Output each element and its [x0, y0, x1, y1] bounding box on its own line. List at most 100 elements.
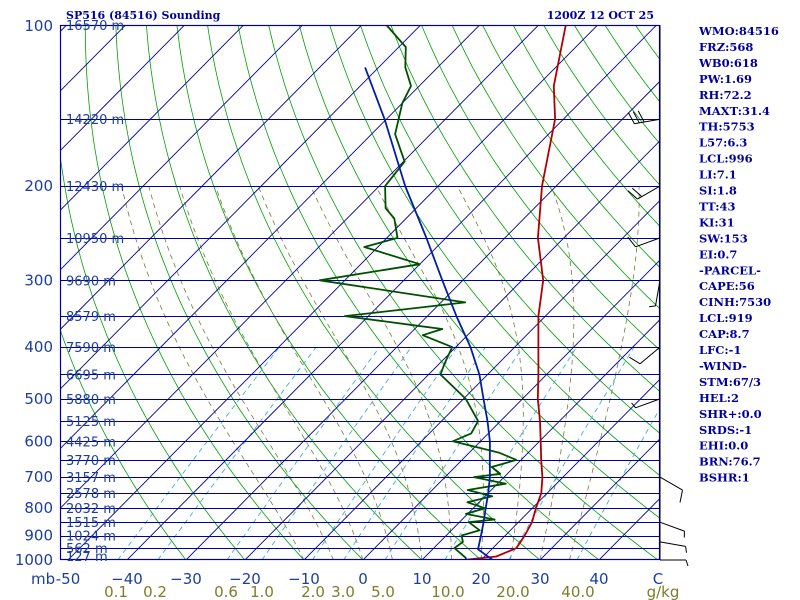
isotherm [0, 13, 19, 571]
wind-barb-flag [627, 112, 635, 124]
wind-barb [627, 236, 661, 248]
parcel-line [364, 67, 494, 560]
temperature-tick-label: −10 [288, 570, 320, 588]
temperature-tick-label: -50 [56, 570, 81, 588]
isotherm [60, 25, 245, 212]
mixing-ratio-label: 1.0 [250, 583, 274, 600]
index-line: RH:72.2 [699, 88, 752, 102]
pressure-label-300: 300 [24, 271, 53, 289]
pressure-label-600: 600 [24, 432, 53, 450]
wind-barb-halfflag [649, 305, 656, 308]
dry-adiabat [207, 25, 541, 560]
temperature-tick-label: −20 [229, 570, 261, 588]
height-label: 2032 m [66, 502, 116, 517]
height-label: 1024 m [66, 530, 116, 545]
wind-barb-staff [634, 118, 661, 125]
index-line: LI:7.1 [699, 168, 737, 182]
wind-barb [627, 185, 661, 200]
index-line: EHI:0.0 [699, 439, 748, 453]
wind-barb-staff [635, 237, 661, 248]
index-line: WMO:84516 [698, 24, 779, 38]
height-label: 10950 m [66, 232, 124, 247]
wind-barb-flag [629, 356, 641, 365]
wind-barb [659, 541, 687, 553]
index-line: LCL:996 [699, 152, 753, 166]
dry-adiabat [788, 25, 800, 571]
axis-unit-mb: mb [31, 570, 55, 588]
index-line: HEL:2 [699, 391, 739, 405]
wind-barb-staff [655, 280, 661, 306]
height-label: 8579 m [66, 310, 116, 325]
sounding-time: 1200Z 12 OCT 25 [547, 9, 654, 22]
mixing-ratio-label: 5.0 [371, 583, 395, 600]
index-line: CAP:8.7 [699, 327, 750, 341]
wind-barb [659, 476, 683, 503]
height-label: 5125 m [66, 415, 116, 430]
index-line: BSHR:1 [699, 471, 750, 485]
height-label: 3157 m [66, 471, 116, 486]
dry-adiabat [421, 25, 660, 351]
dry-adiabat [60, 327, 187, 560]
moist-adiabat [569, 186, 640, 560]
temperature-tick-label: −30 [170, 570, 202, 588]
wind-barb [659, 521, 685, 538]
pressure-label-200: 200 [24, 177, 53, 195]
height-label: 6695 m [66, 369, 116, 384]
pressure-label-500: 500 [24, 390, 53, 408]
index-line: BRN:76.7 [699, 455, 761, 469]
mixing-ratio-label: 0.1 [104, 583, 128, 600]
pressure-label-1000: 1000 [15, 551, 53, 569]
mixing-ratio-label: 2.0 [301, 583, 325, 600]
dry-adiabat [60, 150, 246, 560]
wind-barb [627, 110, 661, 125]
temperature-tick-label: 0 [358, 570, 368, 588]
dry-adiabat [298, 25, 660, 519]
isotherm [67, 25, 599, 560]
pressure-label-100: 100 [24, 17, 53, 35]
height-label: 5880 m [66, 393, 116, 408]
height-label: 9690 m [66, 274, 116, 289]
isotherm [60, 25, 481, 450]
mixing-ratio-label: 40.0 [561, 583, 594, 600]
mixing-ratio-line [384, 346, 524, 560]
dry-adiabat [146, 25, 423, 560]
index-line: -PARCEL- [699, 263, 761, 277]
mixing-ratio-label: g/kg [647, 583, 680, 600]
isotherm [539, 438, 660, 560]
index-line: PW:1.69 [699, 72, 752, 86]
index-line: TH:5753 [699, 120, 755, 134]
wind-barb [631, 398, 661, 409]
isotherm [303, 199, 660, 560]
index-line: MAXT:31.4 [699, 104, 770, 118]
index-line: LCL:919 [699, 311, 753, 325]
isotherm [421, 318, 660, 560]
mixing-ratio-line [508, 346, 635, 560]
index-line: -WIND- [699, 359, 747, 373]
wind-barb-flag [631, 187, 643, 197]
isotherm [244, 140, 660, 560]
mixing-ratio-label: 0.2 [143, 583, 167, 600]
height-label: 3770 m [66, 454, 116, 469]
wind-barb [660, 559, 689, 567]
index-line: LFC:-1 [699, 343, 741, 357]
index-line: CAPE:56 [699, 279, 755, 293]
wind-barb-flag [627, 190, 638, 200]
temperature-tick-label: 40 [589, 570, 608, 588]
wind-barb [629, 346, 661, 365]
height-label: 16570 m [66, 19, 124, 34]
wind-barb-flag [637, 110, 645, 123]
wind-barb [649, 280, 661, 308]
mixing-ratio-label: 20.0 [496, 583, 529, 600]
station-title: SP516 (84516) Sounding [66, 9, 221, 22]
wind-barb-flag [632, 111, 640, 124]
dry-adiabat [176, 25, 482, 560]
mixing-ratio-label: 0.6 [214, 583, 238, 600]
height-label: 14220 m [66, 113, 124, 128]
pressure-label-800: 800 [24, 499, 53, 517]
index-line: CINH:7530 [699, 295, 771, 309]
wind-barb-staff [659, 476, 683, 491]
index-line: SHR+:0.0 [699, 407, 762, 421]
temperature-tick-label: 10 [412, 570, 431, 588]
wind-barb-halfflag [685, 546, 687, 553]
